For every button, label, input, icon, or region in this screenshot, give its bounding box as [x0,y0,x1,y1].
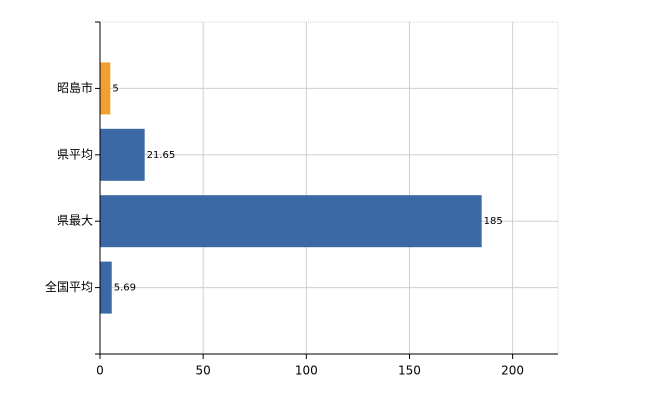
bar [100,261,112,314]
bar [100,62,111,115]
y-tick-label: 県平均 [57,147,93,161]
x-tick-label: 200 [501,364,524,378]
y-tick-label: 昭島市 [57,80,93,95]
x-tick-label: 150 [398,364,421,378]
y-tick-label: 全国平均 [45,279,93,294]
x-tick-label: 0 [96,364,104,378]
bar [100,195,482,248]
value-label: 185 [484,216,503,227]
value-label: 21.65 [147,150,176,161]
value-label: 5 [112,83,118,94]
value-label: 5.69 [114,283,136,294]
y-tick-label: 県最大 [57,214,93,228]
x-tick-label: 50 [196,364,211,378]
bar [100,128,145,181]
x-tick-label: 100 [295,364,318,378]
